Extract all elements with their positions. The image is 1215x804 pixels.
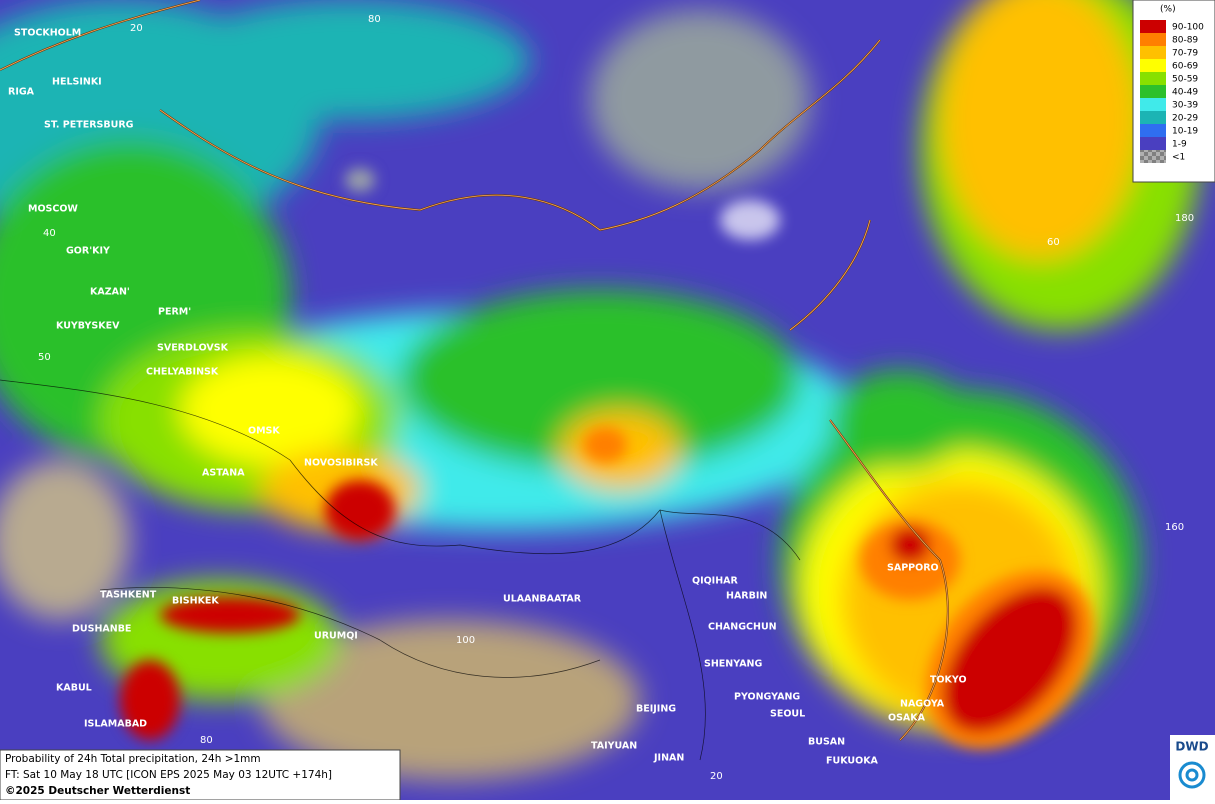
city-label: GOR'KIY <box>66 246 110 257</box>
city-label: SHENYANG <box>704 659 763 670</box>
borders <box>0 379 801 761</box>
legend-label: 50-59 <box>1172 75 1198 85</box>
grid-label: 160 <box>1165 522 1184 533</box>
legend-swatch <box>1140 137 1166 150</box>
city-label: FUKUOKA <box>826 756 879 767</box>
grid-label: 60 <box>1047 237 1060 248</box>
grid-label: 20 <box>130 23 143 34</box>
legend-swatch <box>1140 150 1166 163</box>
legend-swatch <box>1140 46 1166 59</box>
grid-label: 80 <box>368 14 381 25</box>
city-label: SVERDLOVSK <box>157 343 229 354</box>
city-label: TASHKENT <box>100 590 157 601</box>
footer: Probability of 24h Total precipitation, … <box>0 749 401 801</box>
legend-label: 60-69 <box>1172 62 1198 72</box>
city-label: PYONGYANG <box>734 692 800 703</box>
legend-label: 80-89 <box>1172 36 1198 46</box>
city-label: SEOUL <box>770 709 805 720</box>
city-label: BISHKEK <box>172 596 219 607</box>
city-label: KAZAN' <box>90 287 130 298</box>
city-label: SAPPORO <box>887 563 939 574</box>
city-label: KUYBYSKEV <box>56 321 120 332</box>
legend-label: <1 <box>1172 153 1185 163</box>
city-label: KABUL <box>56 683 92 694</box>
logo-box <box>1170 735 1215 800</box>
legend-swatch <box>1140 98 1166 111</box>
grid-label: 100 <box>456 635 475 646</box>
logo-text: DWD <box>1175 740 1208 754</box>
city-label: NOVOSIBIRSK <box>304 458 378 469</box>
city-label: QIQIHAR <box>692 576 739 587</box>
city-label: CHELYABINSK <box>146 367 219 378</box>
labels: STOCKHOLM HELSINKI RIGA ST. PETERSBURG MOSCO… <box>8 14 1194 782</box>
legend-swatch <box>1140 111 1166 124</box>
city-label: PERM' <box>158 307 191 318</box>
city-label: ST. PETERSBURG <box>44 120 134 131</box>
legend-label: 70-79 <box>1172 49 1198 59</box>
legend-swatch <box>1140 33 1166 46</box>
legend: (%) 90-100 80-89 70-79 60-69 50-59 40-49 30-39… <box>1132 0 1215 183</box>
footer-text: Probability of 24h Total precipitation, … <box>5 753 261 765</box>
logo-icon <box>1178 761 1206 789</box>
city-label: ULAANBAATAR <box>503 594 582 605</box>
legend-swatch <box>1140 20 1166 33</box>
footer-text: ©2025 Deutscher Wetterdienst <box>5 785 190 797</box>
legend-swatch <box>1140 59 1166 72</box>
city-label: TOKYO <box>930 675 967 686</box>
city-label: BUSAN <box>808 737 845 748</box>
city-label: HARBIN <box>726 591 767 602</box>
grid-label: 20 <box>710 771 723 782</box>
legend-title: (%) <box>1160 5 1176 15</box>
grid-label: 80 <box>200 735 213 746</box>
legend-label: 40-49 <box>1172 88 1198 98</box>
legend-label: 30-39 <box>1172 101 1198 111</box>
city-label: JINAN <box>653 753 684 764</box>
legend-swatch <box>1140 85 1166 98</box>
grid-label: 50 <box>38 352 51 363</box>
grid-label: 40 <box>43 228 56 239</box>
city-label: ISLAMABAD <box>84 719 147 730</box>
grid-label: 180 <box>1175 213 1194 224</box>
city-label: ASTANA <box>202 468 245 479</box>
footer-text: FT: Sat 10 May 18 UTC [ICON EPS 2025 May… <box>5 769 332 781</box>
city-label: STOCKHOLM <box>14 28 81 39</box>
legend-swatch <box>1140 72 1166 85</box>
city-label: RIGA <box>8 87 35 98</box>
city-label: OSAKA <box>888 713 926 724</box>
footer-box <box>0 749 401 801</box>
city-label: NAGOYA <box>900 699 945 710</box>
city-label: URUMQI <box>314 631 358 642</box>
legend-label: 10-19 <box>1172 127 1198 137</box>
legend-swatch <box>1140 124 1166 137</box>
city-label: DUSHANBE <box>72 624 131 635</box>
city-label: BEIJING <box>636 704 676 715</box>
city-label: TAIYUAN <box>591 741 637 752</box>
legend-label: 90-100 <box>1172 23 1204 33</box>
legend-label: 20-29 <box>1172 114 1198 124</box>
city-label: MOSCOW <box>28 204 78 215</box>
legend-label: 1-9 <box>1172 140 1187 150</box>
city-label: OMSK <box>248 426 280 437</box>
logo: DWD <box>1170 735 1215 800</box>
city-label: HELSINKI <box>52 77 102 88</box>
city-label: CHANGCHUN <box>708 622 777 633</box>
